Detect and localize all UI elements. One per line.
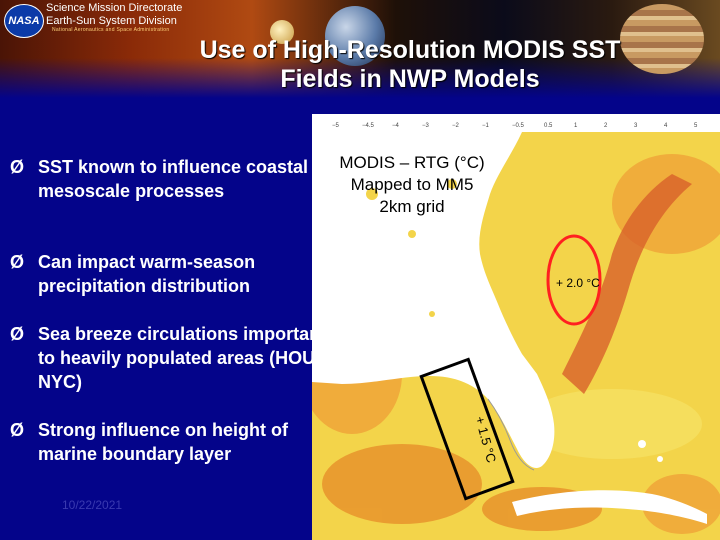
- svg-text:1: 1: [574, 123, 578, 129]
- nasa-logo: NASA: [4, 4, 44, 38]
- svg-text:2: 2: [604, 123, 608, 129]
- bullet-text: SST known to influence coastal mesoscale…: [38, 157, 309, 201]
- map-label: MODIS – RTG (°C) Mapped to MM5 2km grid: [332, 152, 492, 218]
- arrow-bullet-icon: Ø: [10, 252, 25, 272]
- title-line2: Fields in NWP Models: [280, 65, 540, 93]
- slide-date: 10/22/2021: [62, 498, 123, 512]
- earth-image: [325, 6, 385, 66]
- map-label-line2: Mapped to MM5: [350, 175, 474, 194]
- map-label-line3: 2km grid: [379, 197, 445, 216]
- svg-text:−4: −4: [392, 123, 400, 129]
- directorate-line1: Science Mission Directorate: [46, 2, 183, 14]
- bullet-text: Strong influence on height of marine bou…: [38, 420, 288, 464]
- map-label-line1: MODIS – RTG (°C): [339, 153, 485, 172]
- svg-text:−0.5: −0.5: [512, 123, 525, 129]
- arrow-bullet-icon: Ø: [10, 324, 25, 344]
- directorate-text: Science Mission Directorate Earth-Sun Sy…: [46, 2, 182, 28]
- title-line1: Use of High-Resolution MODIS SST: [199, 36, 621, 64]
- header-banner: NASA Science Mission Directorate Earth-S…: [0, 0, 720, 98]
- directorate-line2: Earth-Sun System Division: [46, 15, 177, 27]
- jupiter-image: [620, 4, 704, 74]
- svg-text:4: 4: [664, 123, 668, 129]
- agency-text: National Aeronautics and Space Administr…: [52, 27, 170, 33]
- svg-text:3: 3: [634, 123, 638, 129]
- circle-annotation-label: + 2.0 °C: [556, 276, 600, 290]
- svg-text:−4.5: −4.5: [362, 123, 375, 129]
- arrow-bullet-icon: Ø: [10, 157, 25, 177]
- svg-text:−5: −5: [332, 123, 340, 129]
- map-graphic: −5 −4.5 −4 −3 −2 −1 −0.5 0.5 1 2 3 4 5: [312, 114, 720, 540]
- svg-text:5: 5: [694, 123, 698, 129]
- bullet-text: Sea breeze circulations important to hea…: [38, 324, 327, 392]
- planet-image: [270, 20, 294, 44]
- arrow-bullet-icon: Ø: [10, 420, 25, 440]
- svg-text:−1: −1: [482, 123, 490, 129]
- bullet-text: Can impact warm-season precipitation dis…: [38, 252, 256, 296]
- svg-text:−3: −3: [422, 123, 430, 129]
- sst-difference-map: −5 −4.5 −4 −3 −2 −1 −0.5 0.5 1 2 3 4 5 MODIS – RT…: [312, 114, 720, 540]
- svg-text:0.5: 0.5: [544, 123, 553, 129]
- slide-title: Use of High-Resolution MODIS SST Fields …: [160, 36, 660, 94]
- svg-text:−2: −2: [452, 123, 460, 129]
